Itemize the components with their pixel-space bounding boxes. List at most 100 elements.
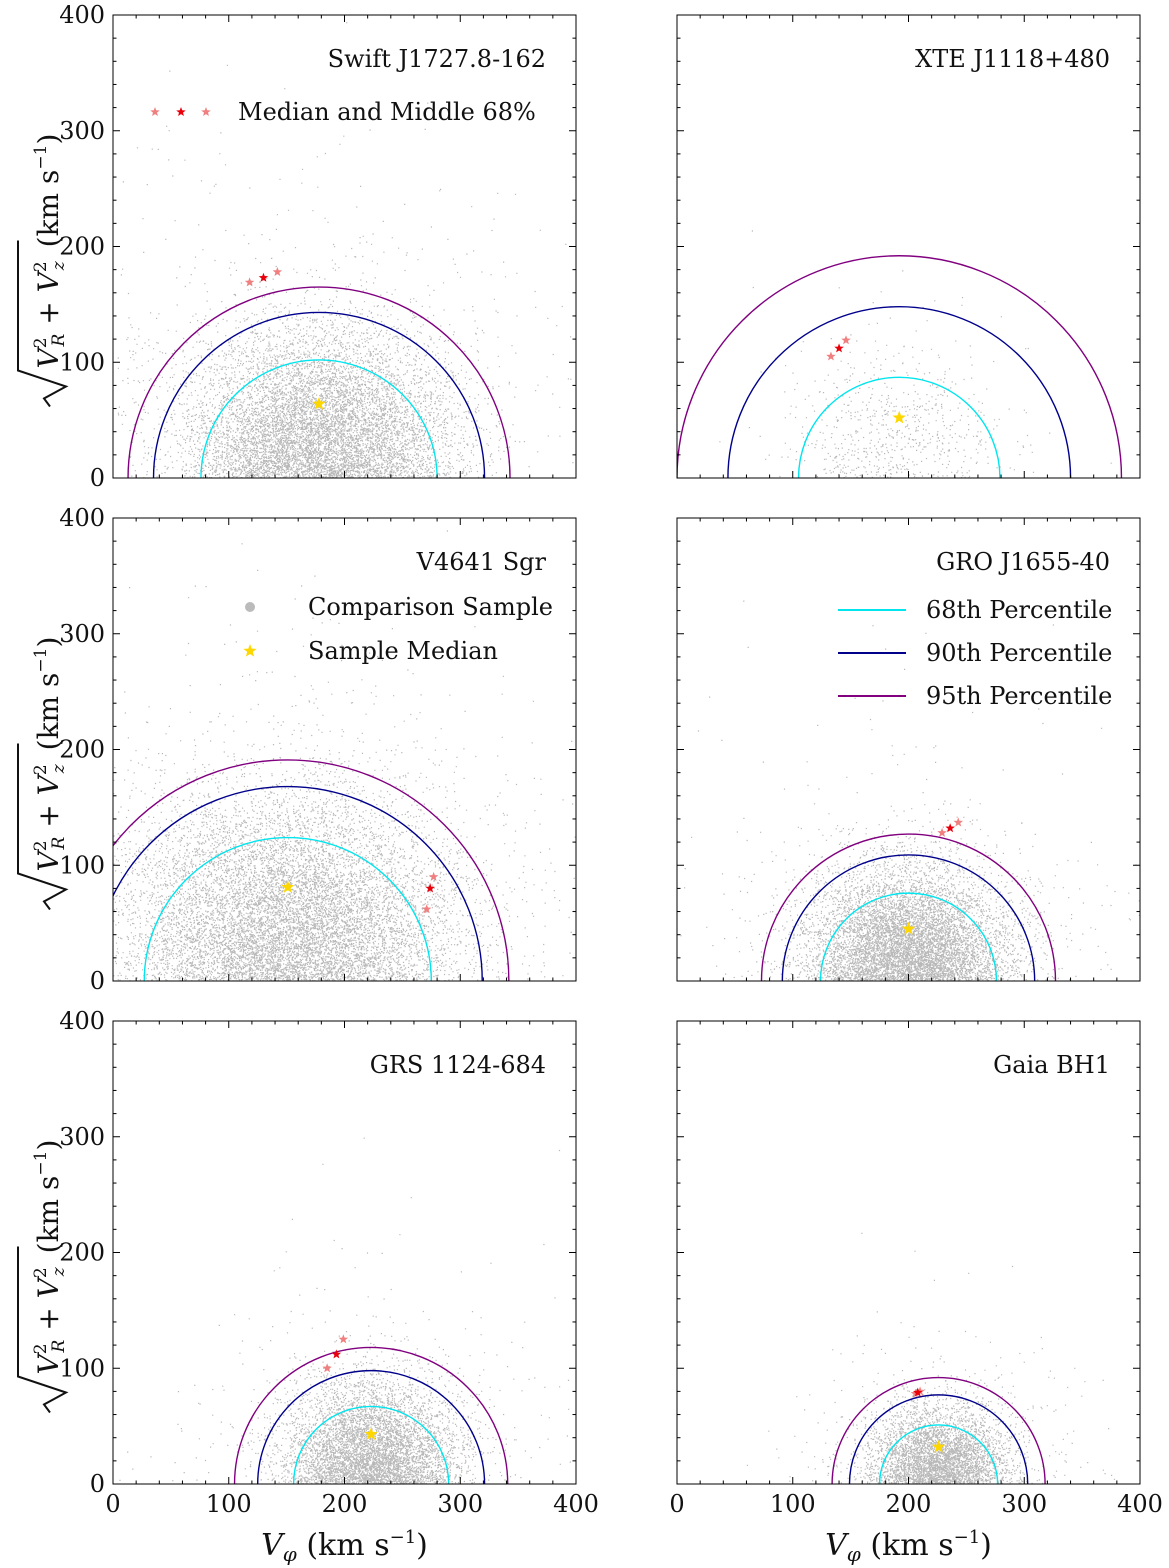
x-tick-label: 0	[105, 1490, 120, 1518]
panel-6: 0 100 200 300 400 Gaia BH1	[669, 1020, 1163, 1518]
comparison-sample-points	[117, 22, 574, 478]
object-range-star-1	[322, 1363, 332, 1373]
object-median-star	[913, 1387, 923, 1397]
percentile-p68-curve	[819, 892, 998, 981]
legend-percentiles: 68th Percentile 90th Percentile 95th Perce…	[838, 596, 1112, 710]
sample-median-star	[281, 880, 295, 893]
y-tick-label: 200	[59, 736, 105, 764]
sqrt-sign-icon	[17, 1246, 69, 1414]
sample-median-star	[901, 921, 916, 935]
y-tick-label: 200	[59, 233, 105, 261]
comparison-sample-points	[113, 530, 576, 981]
x-axis-label: Vφ (km s−1)	[261, 1527, 428, 1566]
legend-line-label: 90th Percentile	[926, 639, 1112, 667]
sqrt-sign-icon	[17, 240, 69, 408]
percentile-p68-curve	[143, 836, 433, 981]
object-median-star	[331, 1349, 342, 1359]
y-tick-label: 100	[59, 1354, 105, 1382]
panel-1: 0 100 200 300 400 Swift J1727.8-162	[59, 1, 577, 492]
object-range-star-1	[421, 904, 432, 914]
legend-sample-median-star-icon	[243, 644, 257, 657]
object-range-star-2	[841, 335, 851, 345]
legend-sample-median-label: Sample Median	[308, 637, 498, 665]
percentile-p68-curve	[200, 359, 438, 478]
panel-4: GRO J1655-40	[676, 517, 1141, 982]
object-median-star	[834, 343, 844, 353]
y-tick-label: 300	[59, 620, 105, 648]
plot-frame	[676, 14, 1141, 479]
y-tick-label: 300	[59, 117, 105, 145]
legend-object-stars-label: Median and Middle 68%	[238, 98, 536, 126]
plot-frame	[112, 14, 577, 479]
y-axis-label-text: V2R + V2z(km s−1)	[31, 134, 69, 369]
y-tick-label: 0	[90, 464, 105, 492]
y-tick-label: 0	[90, 967, 105, 995]
panel-title: GRS 1124-684	[370, 1051, 546, 1079]
sample-median-star	[892, 410, 906, 424]
object-median-star	[945, 823, 955, 833]
y-axis-label: V2R + V2z(km s−1)	[17, 134, 69, 408]
percentile-p90-curve	[848, 1394, 1029, 1484]
y-axis-label-text: V2R + V2z(km s−1)	[31, 637, 69, 872]
y-tick-label: 100	[59, 348, 105, 376]
x-tick-label: 100	[770, 1490, 816, 1518]
object-range-star-1	[910, 1388, 921, 1398]
percentile-p90-curve	[152, 312, 486, 478]
y-tick-label: 400	[59, 1, 105, 29]
y-tick-label: 100	[59, 851, 105, 879]
x-tick-label: 200	[322, 1490, 368, 1518]
y-tick-label: 0	[90, 1470, 105, 1498]
object-range-star-1	[826, 351, 836, 361]
x-tick-label: 400	[1117, 1490, 1163, 1518]
legend-comparison-dot-icon	[245, 602, 255, 612]
object-median-star	[425, 883, 435, 893]
object-range-star-2	[272, 266, 283, 277]
comparison-sample-points	[119, 1137, 576, 1484]
x-tick-label: 100	[206, 1490, 252, 1518]
percentile-p90-curve	[781, 854, 1036, 981]
object-median-star	[258, 272, 269, 282]
percentile-p90-curve	[256, 1370, 486, 1484]
sample-median-star	[364, 1427, 378, 1440]
y-axis-label-text: V2R + V2z(km s−1)	[31, 1140, 69, 1375]
panel-title: Swift J1727.8-162	[328, 45, 546, 73]
panel-5: 0 100 200 300 400 0 100 200 300 400 GRS 1124-684	[59, 1007, 599, 1518]
percentile-p68-curve	[878, 1424, 999, 1484]
percentile-p95-curve	[113, 759, 510, 981]
legend-median-star-icon	[176, 107, 186, 117]
y-axis-label: V2R + V2z(km s−1)	[17, 1140, 69, 1414]
legend-range-star-icon	[201, 107, 211, 117]
legend-object-stars: Median and Middle 68%	[150, 98, 536, 126]
sample-median-star	[312, 396, 326, 410]
percentile-p95-curve	[127, 286, 511, 478]
object-range-star-2	[428, 871, 439, 881]
panel-title: XTE J1118+480	[915, 45, 1110, 73]
y-tick-label: 300	[59, 1123, 105, 1151]
plot-frame	[112, 1020, 577, 1485]
panel-3: 0 100 200 300 400 V4641 Sgr	[59, 504, 577, 995]
panel-title: GRO J1655-40	[936, 548, 1110, 576]
object-range-star-2	[338, 1334, 349, 1344]
percentile-p68-curve	[292, 1405, 450, 1484]
legend-comparison-label: Comparison Sample	[308, 593, 553, 621]
object-range-star-1	[244, 277, 255, 287]
y-tick-label: 200	[59, 1239, 105, 1267]
sqrt-sign-icon	[17, 743, 69, 911]
panel-2: XTE J1118+480	[676, 14, 1141, 479]
x-tick-label: 400	[553, 1490, 599, 1518]
x-tick-label: 0	[669, 1490, 684, 1518]
x-tick-label: 300	[1001, 1490, 1047, 1518]
sample-median-star	[931, 1439, 946, 1453]
comparison-sample-points	[719, 230, 1112, 478]
panel-title: V4641 Sgr	[416, 548, 547, 576]
legend-line-label: 95th Percentile	[926, 682, 1112, 710]
percentile-p90-curve	[113, 786, 483, 981]
percentile-p95-curve	[677, 255, 1123, 478]
y-tick-label: 400	[59, 1007, 105, 1035]
panel-title: Gaia BH1	[993, 1051, 1110, 1079]
object-range-star-2	[953, 817, 964, 827]
legend-sample: Comparison Sample Sample Median	[243, 593, 553, 665]
comparison-sample-points	[746, 1232, 1116, 1484]
legend-range-star-icon	[150, 107, 160, 117]
x-tick-label: 300	[437, 1490, 483, 1518]
